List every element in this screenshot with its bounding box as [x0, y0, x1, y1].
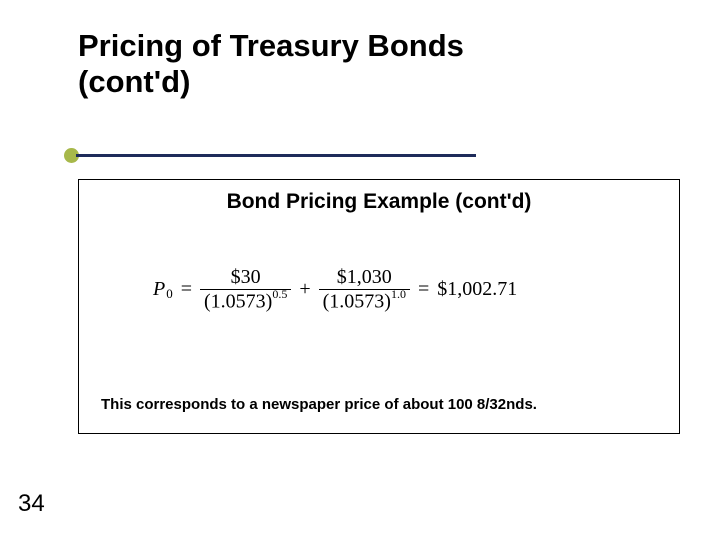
divider-line	[76, 154, 476, 157]
example-note: This corresponds to a newspaper price of…	[101, 396, 657, 413]
lhs-symbol: P	[153, 278, 165, 301]
formula-term-2: $1,030 (1.0573)1.0	[319, 266, 410, 314]
example-box: Bond Pricing Example (cont'd) P0 = $30 (…	[78, 179, 680, 434]
title-line-1: Pricing of Treasury Bonds	[78, 28, 464, 63]
pricing-formula: P0 = $30 (1.0573)0.5 + $1,030 (1.0573)1.…	[153, 266, 517, 314]
term1-numerator: $30	[227, 266, 265, 289]
slide-title: Pricing of Treasury Bonds (cont'd)	[78, 28, 464, 99]
lhs-subscript: 0	[166, 286, 173, 302]
term1-denominator: (1.0573)0.5	[200, 289, 291, 314]
example-title: Bond Pricing Example (cont'd)	[79, 190, 679, 214]
title-divider	[64, 145, 476, 167]
formula-result: $1,002.71	[437, 278, 517, 301]
formula-lhs: P0	[153, 278, 173, 301]
equals-sign-2: =	[418, 278, 429, 301]
title-line-2: (cont'd)	[78, 64, 190, 99]
term2-denominator: (1.0573)1.0	[319, 289, 410, 314]
plus-sign: +	[299, 278, 310, 301]
term2-numerator: $1,030	[333, 266, 396, 289]
slide-number: 34	[18, 490, 45, 518]
formula-term-1: $30 (1.0573)0.5	[200, 266, 291, 314]
equals-sign: =	[181, 278, 192, 301]
